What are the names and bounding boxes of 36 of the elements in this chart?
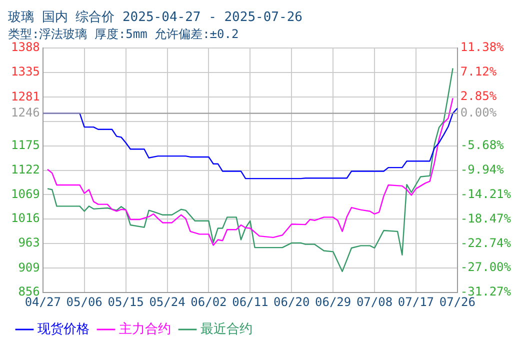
y-tick-label: 1175 [10,138,40,152]
y2-tick-label: 11.38% [460,40,505,54]
y-tick-label: 909 [18,260,40,274]
y-tick-label: 1122 [10,162,40,176]
y-tick-label: 963 [18,236,40,250]
x-tick-label: 06/02 [190,294,227,309]
y-tick-label: 1016 [10,211,40,226]
legend-label: 主力合约 [119,320,171,337]
x-tick-label: 07/17 [398,294,434,309]
legend-label: 现货价格 [38,322,90,337]
chart-subtitle: 类型:浮法玻璃 厚度:5mm 允许偏差:±0.2 [8,26,239,41]
x-tick-label: 05/15 [108,294,144,309]
x-tick-label: 06/11 [232,294,268,309]
x-tick-label: 04/27 [24,294,61,309]
x-tick-label: 07/26 [439,294,476,309]
y2-tick-label: -22.74% [460,236,512,250]
y-tick-label: 1281 [10,89,40,104]
y2-tick-label: 0.00% [460,105,498,120]
y2-tick-label: -18.47% [460,211,512,226]
y2-tick-label: 2.85% [460,89,498,104]
y-tick-label: 1069 [10,186,40,201]
y2-tick-label: -5.68% [460,138,505,152]
x-tick-label: 05/24 [149,294,186,309]
y-tick-label: 1388 [10,40,40,54]
y2-tick-label: -14.21% [460,186,512,201]
x-tick-label: 06/20 [274,294,310,309]
y-tick-label: 1246 [10,105,40,120]
y2-tick-label: -9.94% [460,162,505,176]
legend-label: 最近合约 [200,322,252,337]
y-tick-label: 1335 [10,64,40,78]
y2-tick-label: -27.00% [460,260,512,274]
x-tick-label: 07/08 [356,294,393,309]
x-tick-label: 05/06 [66,294,102,309]
x-tick-label: 06/29 [315,294,352,309]
chart-title: 玻璃 国内 综合价 2025-04-27 - 2025-07-26 [8,10,302,26]
y2-tick-label: 7.12% [460,64,498,79]
